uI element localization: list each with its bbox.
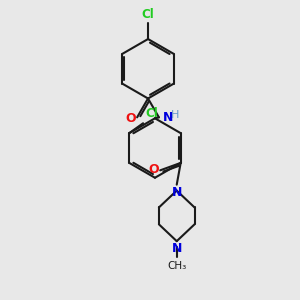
Text: N: N [172, 186, 182, 199]
Text: N: N [172, 242, 182, 255]
Text: O: O [148, 163, 159, 176]
Text: H: H [171, 110, 179, 120]
Text: CH₃: CH₃ [167, 261, 186, 271]
Text: N: N [163, 111, 173, 124]
Text: Cl: Cl [142, 8, 154, 21]
Text: O: O [126, 112, 136, 125]
Text: Cl: Cl [145, 107, 158, 120]
